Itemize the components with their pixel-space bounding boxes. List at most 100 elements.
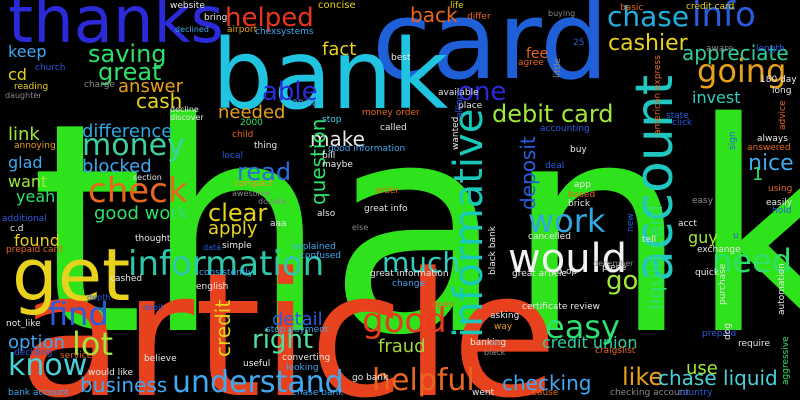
cloud-word: aggressive xyxy=(781,336,791,385)
cloud-word: clear xyxy=(208,199,267,227)
cloud-word: going xyxy=(697,52,786,90)
cloud-word: piece xyxy=(602,263,627,273)
cloud-word: great xyxy=(98,58,161,86)
cloud-word: good xyxy=(362,301,447,341)
cloud-word: little xyxy=(553,57,563,78)
cloud-word: 1 xyxy=(752,164,763,185)
cloud-word: went xyxy=(472,388,495,398)
cloud-word: cause xyxy=(532,388,559,398)
cloud-word: decline xyxy=(170,105,199,114)
cloud-word: way xyxy=(494,322,513,332)
cloud-word: back xyxy=(410,3,458,27)
cloud-word: converting xyxy=(282,353,330,363)
cloud-word: purchase xyxy=(718,263,728,305)
cloud-word: credit union xyxy=(542,333,637,352)
cloud-word: quick xyxy=(695,268,720,278)
cloud-word: discover xyxy=(170,113,204,122)
cloud-word: cd xyxy=(8,65,27,84)
cloud-word: etc xyxy=(490,338,502,347)
cloud-word: nice xyxy=(748,151,794,176)
cloud-word: liquid card xyxy=(643,205,667,310)
cloud-word: chase liquid xyxy=(658,366,778,390)
cloud-word: good work xyxy=(94,203,189,224)
cloud-word: donate xyxy=(258,197,286,206)
cloud-word: church xyxy=(35,63,66,73)
cloud-word: want xyxy=(8,172,47,191)
cloud-word: bring xyxy=(204,13,227,23)
cloud-word: best xyxy=(391,53,411,63)
cloud-word: difference xyxy=(82,121,172,142)
cloud-word: thank xyxy=(30,62,800,399)
cloud-word: acct xyxy=(678,219,697,229)
cloud-word: informative xyxy=(446,109,492,338)
cloud-word: bill xyxy=(322,151,335,161)
cloud-word: fact xyxy=(322,39,356,60)
cloud-word: would like xyxy=(88,368,134,378)
cloud-word: annoying xyxy=(14,141,56,151)
cloud-word: fee xyxy=(526,46,548,62)
cloud-word: bank account xyxy=(8,388,69,398)
cloud-word: looking xyxy=(286,363,319,373)
cloud-word: debit xyxy=(143,303,163,312)
cloud-word: state xyxy=(666,111,689,121)
cloud-word: easy xyxy=(545,308,620,346)
cloud-word: always xyxy=(757,134,788,144)
cloud-word: not_like xyxy=(6,319,41,329)
cloud-word: card xyxy=(372,0,609,104)
cloud-word: info xyxy=(692,0,756,35)
cloud-word: account xyxy=(625,75,685,282)
cloud-word: able xyxy=(262,77,318,107)
cloud-word: order xyxy=(375,186,399,196)
cloud-word: 20.00 xyxy=(292,99,318,109)
cloud-word: else xyxy=(352,223,368,232)
cloud-word: airport xyxy=(227,25,258,35)
cloud-word: blocked xyxy=(82,156,152,177)
cloud-word: place xyxy=(458,101,483,111)
cloud-word: 180 day xyxy=(760,75,797,85)
cloud-word: buy xyxy=(570,145,587,155)
cloud-word: invest xyxy=(692,88,741,107)
cloud-word: article xyxy=(18,235,558,400)
cloud-word: chase bank xyxy=(292,388,344,398)
cloud-word: explained xyxy=(292,242,336,252)
cloud-word: length xyxy=(756,44,785,54)
cloud-word: hold xyxy=(772,206,791,216)
cloud-word: lot xyxy=(72,325,113,363)
cloud-word: question xyxy=(306,119,330,205)
cloud-word: right xyxy=(252,325,313,355)
cloud-word: local xyxy=(222,151,243,161)
cloud-word: cancelled xyxy=(528,232,571,242)
cloud-word: easy xyxy=(692,196,714,206)
cloud-word: aware xyxy=(706,44,734,54)
cloud-word: maybe xyxy=(322,160,353,170)
cloud-word: make xyxy=(310,127,365,151)
cloud-word: know xyxy=(8,348,87,383)
cloud-word: dog xyxy=(723,323,733,340)
cloud-word: alliant xyxy=(455,90,465,118)
cloud-word: chase xyxy=(607,0,689,33)
cloud-word: yeah xyxy=(16,187,55,206)
cloud-word: link xyxy=(8,124,40,145)
cloud-word: deciding xyxy=(14,348,52,358)
cloud-word: saving xyxy=(88,40,167,68)
cloud-word: need xyxy=(712,242,792,280)
cloud-word: thought xyxy=(135,234,171,244)
cloud-word: credit card xyxy=(686,2,734,12)
cloud-word: declined xyxy=(175,25,209,34)
cloud-word: like xyxy=(622,363,663,391)
cloud-word: get xyxy=(12,233,130,317)
cloud-word: using xyxy=(768,184,792,194)
cloud-word: deposit xyxy=(516,136,540,210)
cloud-word: good information xyxy=(328,144,405,154)
cloud-word: daughter xyxy=(5,91,42,100)
cloud-word: open xyxy=(432,300,454,310)
cloud-word: keep xyxy=(8,42,47,61)
cloud-word: fraud xyxy=(378,336,426,357)
cloud-word: easily xyxy=(766,198,793,208)
cloud-word: believe xyxy=(144,354,177,364)
cloud-word: child xyxy=(232,130,253,140)
cloud-word: appreciate xyxy=(682,41,789,65)
cloud-word: stop payment xyxy=(266,325,329,335)
